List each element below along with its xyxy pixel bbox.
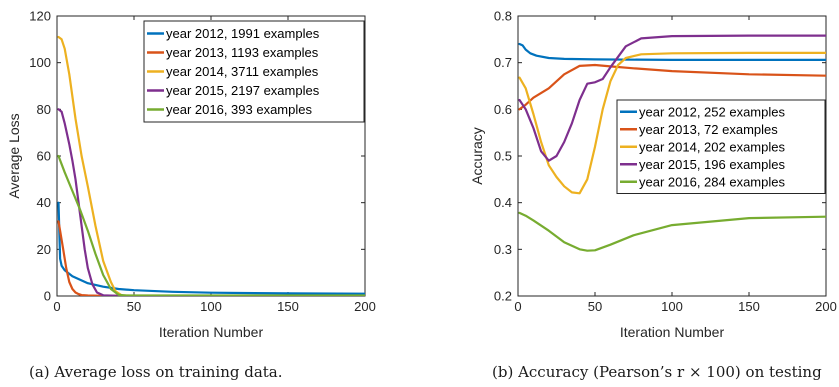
series-line-3 [518, 51, 826, 195]
x-tick-label: 50 [588, 299, 602, 314]
caption-b: (b) Accuracy (Pearson’s r × 100) on test… [492, 363, 822, 381]
y-tick-label: 0.7 [494, 55, 512, 70]
legend-entry-5: year 2016, 284 examples [639, 174, 785, 189]
legend-entry-5: year 2016, 393 examples [166, 102, 312, 117]
y-tick-label: 0 [44, 289, 51, 304]
y-tick-label: 40 [37, 195, 51, 210]
series-line-5 [57, 154, 365, 296]
caption-a: (a) Average loss on training data. [29, 363, 283, 381]
y-axis-label: Average Loss [6, 113, 22, 198]
x-tick-label: 200 [354, 299, 376, 314]
y-tick-label: 0.6 [494, 102, 512, 117]
x-tick-label: 200 [815, 299, 837, 314]
series-line-4 [57, 108, 365, 296]
y-tick-label: 100 [29, 55, 51, 70]
series-line-4 [518, 34, 826, 162]
legend-entry-2: year 2013, 72 examples [639, 122, 778, 137]
y-tick-label: 0.5 [494, 149, 512, 164]
y-tick-label: 0.3 [494, 242, 512, 257]
y-axis-label: Accuracy [469, 127, 485, 185]
x-tick-label: 100 [661, 299, 683, 314]
x-tick-label: 150 [277, 299, 299, 314]
legend-entry-4: year 2015, 196 examples [639, 157, 785, 172]
y-tick-label: 120 [29, 9, 51, 24]
series-line-5 [518, 211, 826, 252]
chart-average-loss: Iteration Number Average Loss 0 50 100 150 2… [6, 9, 376, 341]
legend-entry-1: year 2012, 1991 examples [166, 26, 320, 41]
legend-entry-3: year 2014, 202 examples [639, 139, 785, 154]
legend-entry-1: year 2012, 252 examples [639, 104, 785, 119]
x-tick-label: 0 [514, 299, 521, 314]
series-line-1 [518, 42, 826, 62]
chart-accuracy: Iteration Number Accuracy 0 50 100 150 200 0.… [469, 9, 837, 341]
series-line-1 [57, 201, 365, 295]
y-tick-label: 0.2 [494, 289, 512, 304]
series-line-2 [518, 63, 826, 111]
y-tick-label: 60 [37, 149, 51, 164]
x-tick-label: 50 [127, 299, 141, 314]
x-tick-label: 150 [738, 299, 760, 314]
x-axis-label: Iteration Number [159, 324, 264, 340]
legend-entry-3: year 2014, 3711 examples [166, 64, 319, 79]
x-tick-label: 100 [200, 299, 222, 314]
x-axis-label: Iteration Number [620, 324, 725, 340]
y-tick-label: 80 [37, 102, 51, 117]
y-tick-label: 0.4 [494, 195, 512, 210]
x-tick-label: 0 [53, 299, 60, 314]
y-tick-label: 0.8 [494, 9, 512, 24]
y-tick-label: 20 [37, 242, 51, 257]
legend-box [616, 99, 826, 194]
legend-entry-2: year 2013, 1193 examples [166, 45, 319, 60]
legend-entry-4: year 2015, 2197 examples [166, 83, 320, 98]
legend-box [143, 20, 365, 123]
